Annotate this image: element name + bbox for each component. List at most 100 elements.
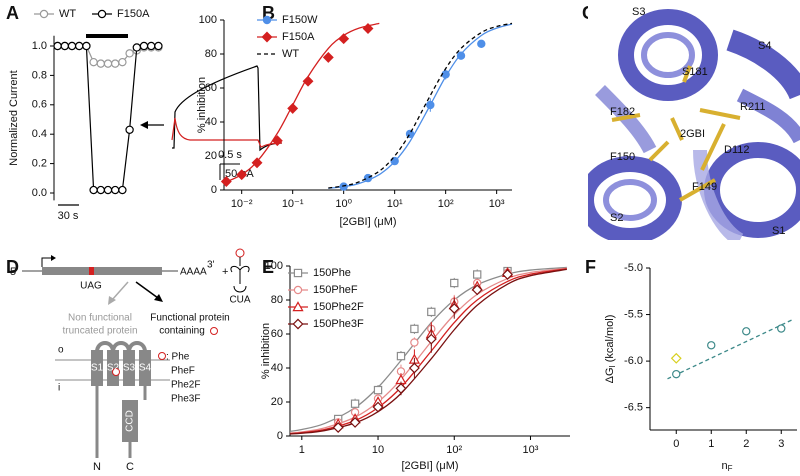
y-tick-label: -5.5 (624, 308, 643, 320)
marker (53, 41, 62, 51)
label-part: ΔG (604, 368, 616, 384)
marker (477, 39, 486, 49)
five-prime: 5' (10, 266, 18, 278)
marker (60, 41, 70, 51)
marker (441, 70, 450, 79)
truncated-label: Non functional (68, 313, 132, 324)
marker (67, 41, 77, 51)
y-tick-label: 0.4 (32, 128, 47, 140)
marker (670, 352, 682, 364)
y-tick-label: 40 (205, 116, 217, 128)
legend-label: 150PheF (313, 284, 358, 296)
legend-label: WT (59, 8, 76, 20)
helix (123, 350, 135, 386)
arrow (111, 281, 129, 301)
marker (410, 324, 419, 334)
marker (456, 51, 466, 60)
marker (302, 75, 314, 87)
marker (395, 382, 407, 394)
y-tick-label: 20 (205, 150, 217, 162)
fit-curve (328, 22, 513, 189)
legend-label: F150A (282, 31, 315, 43)
plus: + (222, 266, 228, 278)
y-tick-label: 1.0 (32, 40, 47, 52)
coding-region (42, 267, 162, 275)
x-tick-label: 10¹ (387, 198, 403, 210)
variant-label: Phe3F (171, 394, 200, 405)
arrow-head (108, 296, 116, 305)
structure-label: S4 (758, 40, 771, 52)
label-part: [2GBI] (μM) (339, 216, 396, 228)
label-part: % inhibition (260, 323, 272, 379)
helix-label: S3 (123, 363, 136, 374)
helix-label: S2 (107, 363, 120, 374)
legend-marker (293, 285, 303, 295)
structure-image (588, 0, 800, 240)
y-axis-label: ΔGI (kcal/mol) (604, 315, 617, 384)
marker (350, 399, 360, 408)
x-tick-label: 2 (743, 438, 749, 450)
structure-label: S181 (682, 66, 708, 78)
marker (672, 369, 681, 379)
marker (390, 156, 399, 166)
x-tick-label: 10² (446, 444, 462, 456)
marker (707, 341, 716, 350)
three-prime: 3' (207, 260, 215, 271)
arrow (135, 281, 159, 299)
marker (118, 57, 127, 67)
promoter-arrow-head (51, 255, 56, 261)
x-tick-label: 3 (778, 438, 784, 450)
y-axis-label: Normalized Current (8, 70, 20, 165)
x-axis-label: nF (721, 460, 732, 473)
structure-label: S1 (772, 225, 785, 237)
marker (96, 59, 106, 68)
marker (427, 307, 436, 317)
y-tick-label: 100 (199, 14, 217, 26)
y-tick-label: 0 (211, 184, 217, 196)
structure-label: S3 (632, 6, 645, 18)
y-axis-label: % inhibition (260, 323, 272, 379)
y-tick-label: 0.8 (32, 69, 47, 81)
y-axis-label: % inhibition (196, 77, 208, 133)
marker (220, 176, 232, 187)
marker (396, 351, 406, 361)
marker (777, 324, 786, 333)
outside-label: o (58, 345, 64, 356)
uag-label: UAG (80, 281, 102, 292)
label-part: Normalized Current (8, 70, 20, 165)
x-tick-label: 10⁻¹ (282, 198, 304, 210)
marker (472, 270, 482, 279)
panel-letter: D (6, 257, 19, 277)
marker (125, 125, 134, 134)
legend-marker (39, 9, 49, 19)
ccd-label: CCD (125, 410, 136, 432)
structure-label: R211 (740, 101, 765, 113)
x-tick-label: 10⁰ (335, 198, 352, 210)
marker (236, 169, 248, 181)
fit-curve (667, 318, 794, 380)
marker (89, 185, 98, 195)
legend-marker (292, 318, 304, 330)
legend-label: 150Phe2F (313, 301, 364, 313)
marker (373, 385, 383, 395)
y-tick-label: 20 (271, 396, 283, 408)
marker (408, 362, 420, 374)
ncaa-site (112, 368, 120, 376)
marker (82, 41, 91, 51)
marker (132, 43, 141, 52)
structure-label: F149 (692, 181, 717, 193)
y-tick-label: 0.2 (32, 158, 47, 170)
helix (107, 350, 119, 386)
amber-codon (89, 267, 94, 275)
marker (96, 185, 106, 195)
label-part: n (721, 460, 727, 472)
marker (110, 59, 120, 68)
marker (332, 422, 344, 433)
ncaa-symbol (210, 327, 218, 335)
marker (251, 157, 263, 169)
y-tick-label: 0.0 (32, 187, 47, 199)
x-axis-label: [2GBI] (μM) (401, 460, 458, 472)
y-tick-label: 80 (271, 294, 283, 306)
x-tick-label: 0 (673, 438, 679, 450)
